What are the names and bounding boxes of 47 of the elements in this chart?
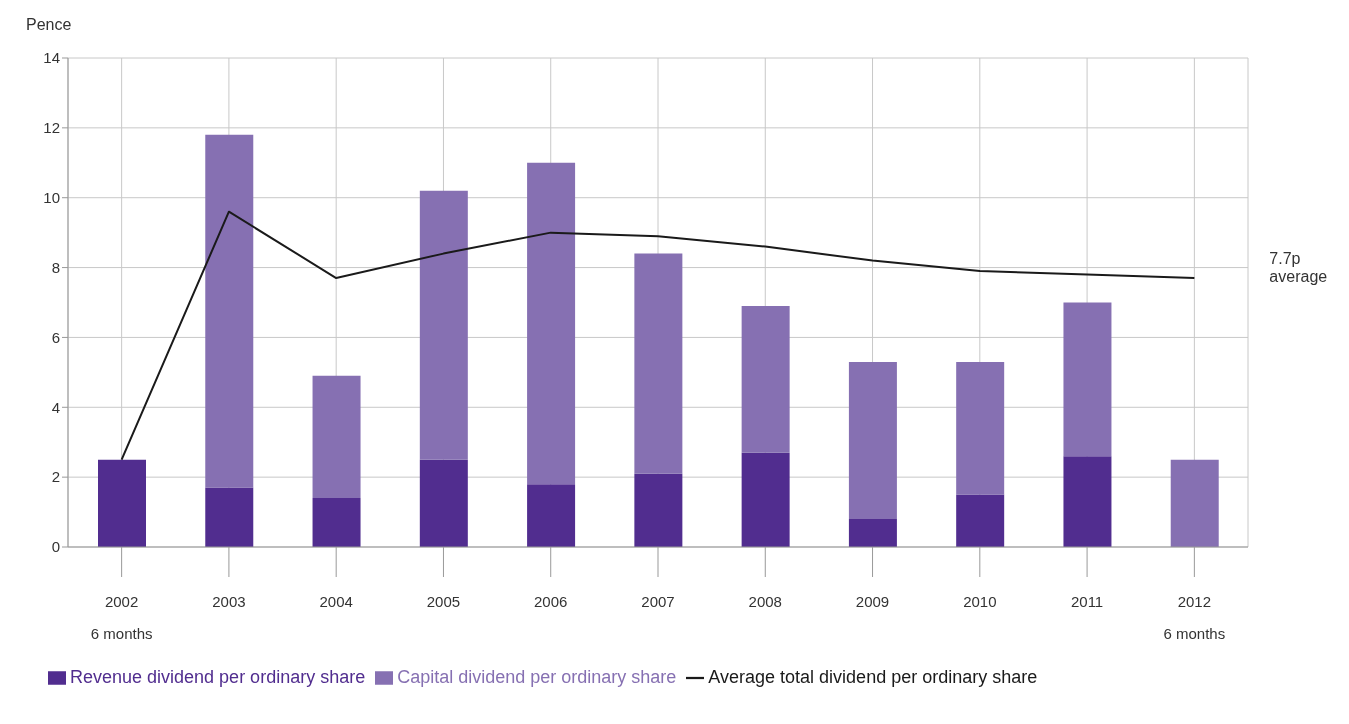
bar xyxy=(527,484,576,547)
bar xyxy=(527,162,576,485)
y-tick-label: 6 xyxy=(51,328,60,346)
bar xyxy=(205,487,254,547)
bar xyxy=(634,253,683,474)
bar xyxy=(741,452,790,547)
bar xyxy=(634,473,683,547)
bar xyxy=(419,459,468,547)
bar xyxy=(1063,456,1112,547)
bar xyxy=(205,134,254,488)
x-tick-label: 2006 xyxy=(534,593,568,610)
y-axis-title: Pence xyxy=(26,16,72,34)
legend-label: Revenue dividend per ordinary share xyxy=(70,667,366,687)
legend-label: Average total dividend per ordinary share xyxy=(708,667,1038,687)
y-tick-label: 12 xyxy=(43,119,60,137)
text: 6 months xyxy=(90,625,153,642)
bar xyxy=(848,361,897,520)
bar xyxy=(419,190,468,460)
y-tick-label: 8 xyxy=(51,258,60,276)
x-tick-label: 2005 xyxy=(426,593,461,610)
bar xyxy=(956,361,1005,495)
text: 7.7p average xyxy=(1269,250,1328,286)
x-tick-label: 2007 xyxy=(641,593,675,610)
x-tick-label: 2010 xyxy=(963,593,997,610)
bar xyxy=(741,305,790,453)
x-tick-label: 2008 xyxy=(748,593,782,610)
bar xyxy=(956,494,1005,547)
x-tick-label: 2004 xyxy=(319,593,353,610)
y-tick-label: 2 xyxy=(51,468,60,486)
x-tick-label: 2009 xyxy=(855,593,890,610)
y-tick-label: 14 xyxy=(43,49,60,67)
x-tick-label: 2011 xyxy=(1070,593,1104,610)
x-tick-label: 2012 xyxy=(1177,593,1212,610)
y-tick-label: 4 xyxy=(51,398,60,416)
bar xyxy=(98,459,146,547)
x-tick-label: 2003 xyxy=(212,593,246,610)
bar xyxy=(312,498,361,547)
bar xyxy=(848,519,897,547)
legend-label: Capital dividend per ordinary share xyxy=(397,667,677,687)
line-series xyxy=(120,210,1196,461)
text: 6 months xyxy=(1163,625,1226,642)
bar xyxy=(1170,459,1219,547)
bar xyxy=(1063,302,1112,457)
bar xyxy=(312,375,361,499)
x-tick-label: 2002 xyxy=(104,593,139,610)
y-tick-label: 10 xyxy=(43,189,60,207)
y-tick-label: 0 xyxy=(51,538,60,556)
